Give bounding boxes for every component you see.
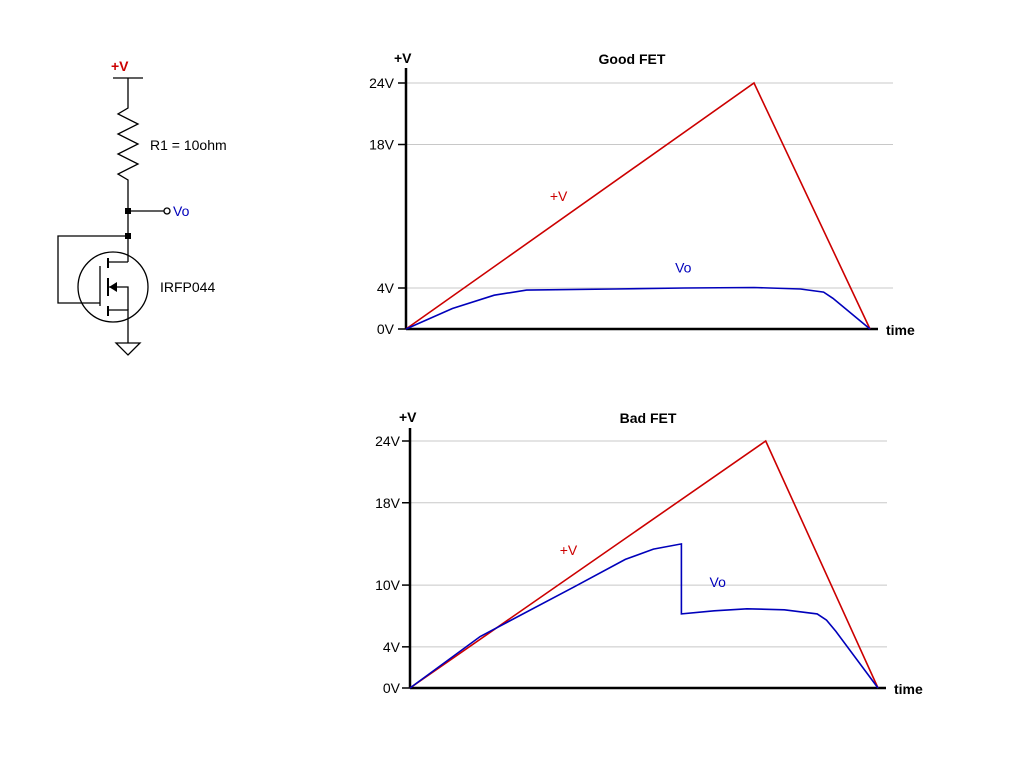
chart1-y-tick-label: 4V	[377, 280, 395, 296]
mosfet-body	[77, 251, 149, 323]
chart2-series-supply	[409, 439, 879, 689]
chart2-y-tick-label: 4V	[383, 639, 401, 655]
mosfet-arrow	[109, 282, 117, 292]
ground-symbol	[114, 342, 142, 356]
chart1-series-supply	[405, 81, 871, 330]
chart2-x-axis-label: time	[894, 681, 923, 697]
chart2-title: Bad FET	[620, 410, 677, 426]
chart1-y-tick-label: 24V	[369, 75, 395, 91]
chart1-annotation: Vo	[675, 260, 692, 276]
chart1-series-output	[405, 286, 871, 330]
chart2-y-tick-label: 0V	[383, 680, 401, 696]
resistor-label: R1 = 10ohm	[150, 137, 227, 153]
chart2-y-axis-label: +V	[399, 409, 417, 425]
chart1-annotation: +V	[550, 188, 568, 204]
chart2-y-tick-label: 18V	[375, 495, 401, 511]
supply-label: +V	[111, 58, 129, 74]
mosfet-label: IRFP044	[160, 279, 215, 295]
chart1-y-axis-label: +V	[394, 50, 412, 66]
chart1-x-axis-label: time	[886, 322, 915, 338]
chart1-title: Good FET	[599, 51, 666, 67]
chart2-annotation: Vo	[710, 574, 727, 590]
chart1-y-tick-label: 18V	[369, 137, 395, 153]
chart2-y-tick-label: 24V	[375, 433, 401, 449]
gate-drain-wire	[57, 235, 128, 304]
chart2-series-output	[409, 542, 879, 689]
resistor-symbol	[116, 100, 140, 211]
output-label: Vo	[173, 203, 190, 219]
chart2-annotation: +V	[560, 542, 578, 558]
chart1-y-tick-label: 0V	[377, 321, 395, 337]
chart2-y-tick-label: 10V	[375, 577, 401, 593]
output-terminal	[163, 207, 171, 215]
